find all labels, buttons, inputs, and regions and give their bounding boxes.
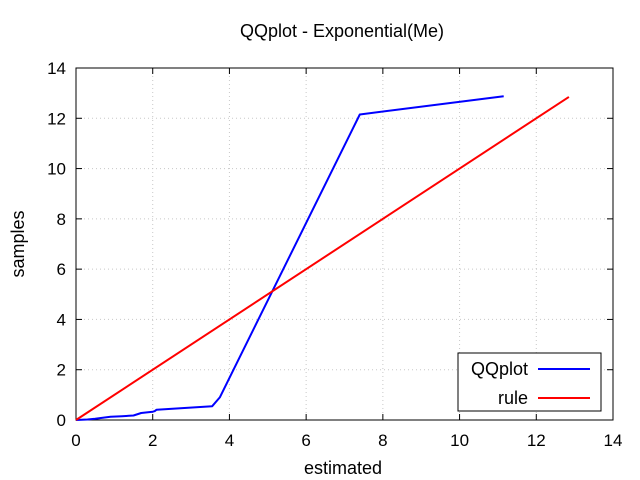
x-axis-label: estimated — [304, 458, 382, 478]
series-line-qqplot — [75, 95, 504, 421]
legend: QQplot rule — [457, 352, 602, 412]
y-tick-label: 2 — [57, 361, 66, 380]
x-tick-label: 14 — [604, 431, 623, 450]
legend-label-rule: rule — [498, 388, 528, 408]
x-tick-label: 12 — [527, 431, 546, 450]
x-tick-label: 2 — [148, 431, 157, 450]
x-tick-label: 6 — [301, 431, 310, 450]
legend-label-qqplot: QQplot — [471, 359, 528, 379]
series-layer — [75, 95, 570, 421]
y-tick-label: 14 — [47, 59, 66, 78]
grid — [76, 68, 613, 420]
y-axis-label: samples — [8, 210, 28, 277]
y-tick-label: 10 — [47, 160, 66, 179]
x-tick-label: 8 — [378, 431, 387, 450]
y-tick-label: 4 — [57, 310, 66, 329]
plot-frame — [75, 67, 614, 421]
y-tick-label: 8 — [57, 210, 66, 229]
legend-box — [457, 352, 602, 412]
chart-title: QQplot - Exponential(Me) — [240, 21, 444, 41]
x-tick-label: 4 — [225, 431, 234, 450]
x-tick-label: 0 — [71, 431, 80, 450]
series-line-rule — [75, 96, 570, 421]
x-tick-label: 10 — [450, 431, 469, 450]
y-tick-label: 6 — [57, 260, 66, 279]
axis-ticks: 0 2 4 6 8 10 12 14 0 2 4 6 8 10 12 14 — [47, 59, 622, 450]
y-tick-label: 0 — [57, 411, 66, 430]
y-tick-label: 12 — [47, 109, 66, 128]
